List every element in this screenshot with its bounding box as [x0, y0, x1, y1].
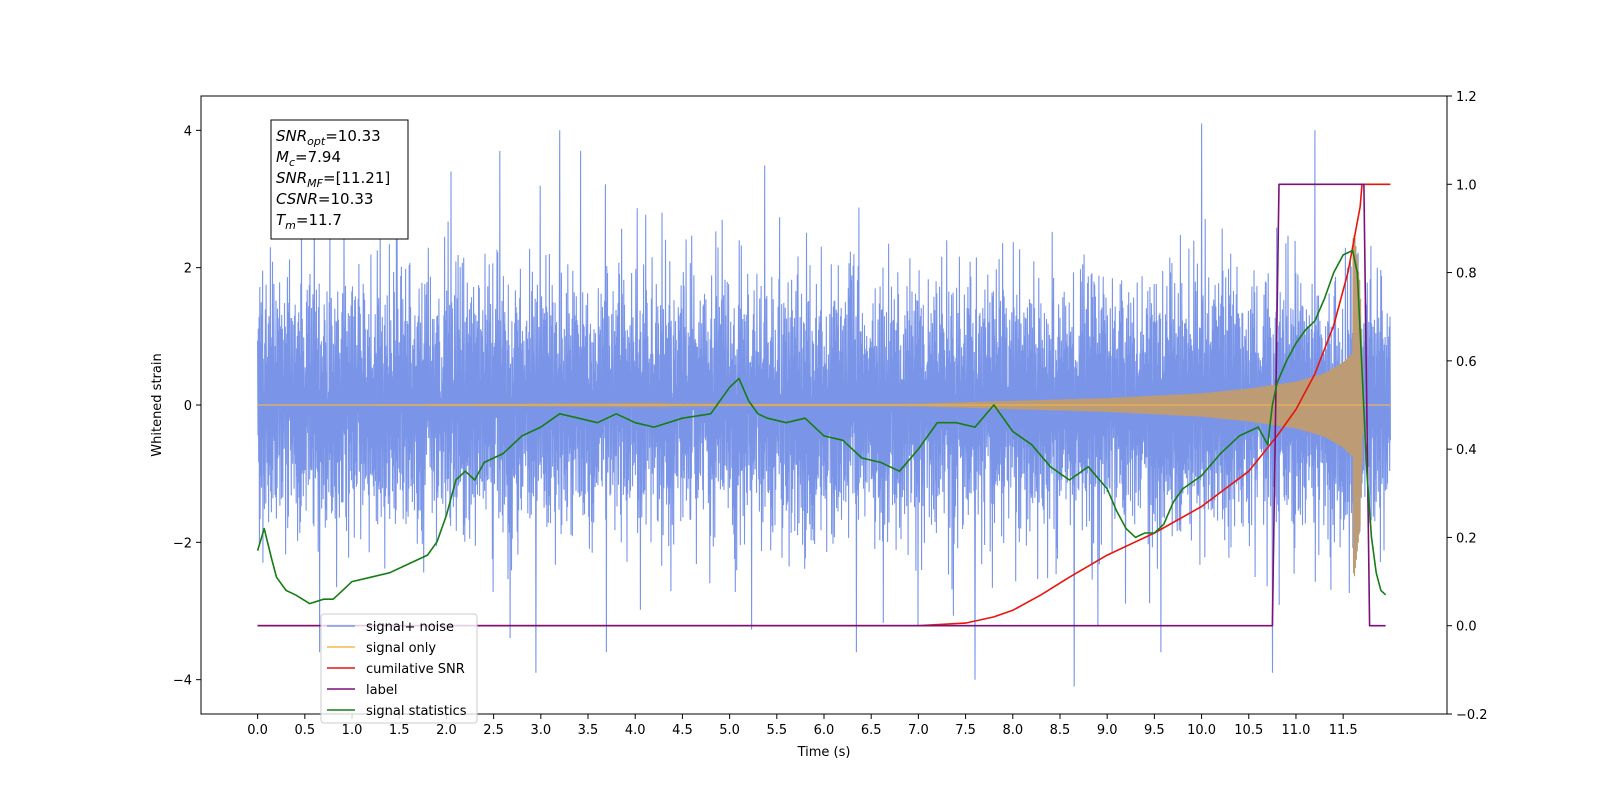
x-tick-label: 10.5 — [1234, 723, 1263, 738]
x-tick-label: 5.5 — [766, 723, 787, 738]
y-right-tick-label: 0.2 — [1456, 531, 1477, 546]
annotation-line: Tm=11.7 — [276, 211, 342, 232]
y-axis-right: −0.2 0.0 0.2 0.4 0.6 0.8 1.0 1.2 — [1447, 90, 1488, 723]
x-tick-label: 3.0 — [530, 723, 551, 738]
x-tick-label: 8.0 — [1002, 723, 1023, 738]
legend-entry: label — [366, 683, 397, 698]
legend-entry: cumilative SNR — [366, 662, 465, 677]
x-tick-label: 2.5 — [483, 723, 504, 738]
x-tick-label: 0.0 — [247, 723, 268, 738]
y-right-tick-label: 1.2 — [1456, 90, 1477, 105]
x-tick-label: 4.5 — [672, 723, 693, 738]
x-tick-label: 5.0 — [719, 723, 740, 738]
series-signal-statistics — [256, 249, 1387, 605]
x-tick-label: 1.5 — [389, 723, 410, 738]
y-right-tick-label: 0.6 — [1456, 355, 1477, 370]
x-tick-label: 4.0 — [625, 723, 646, 738]
legend-frame — [320, 613, 478, 724]
annotation-line: SNRopt=10.33 — [276, 127, 381, 148]
x-tick-label: 6.5 — [861, 723, 882, 738]
x-tick-label: 2.0 — [436, 723, 457, 738]
stats-annotation-box: SNRopt=10.33Mc=7.94SNRMF=[11.21]CSNR=10.… — [270, 119, 409, 240]
y-right-tick-label: 0.4 — [1456, 443, 1477, 458]
x-tick-label: 0.5 — [294, 723, 315, 738]
x-axis-label: Time (s) — [797, 745, 851, 760]
y-right-tick-label: −0.2 — [1456, 708, 1488, 723]
y-left-tick-label: −4 — [173, 674, 192, 689]
x-tick-label: 10.0 — [1187, 723, 1216, 738]
x-tick-label: 11.5 — [1329, 723, 1358, 738]
series-cumilative-snr — [257, 183, 1391, 627]
x-tick-label: 8.5 — [1050, 723, 1071, 738]
legend-entry: signal+ noise — [366, 620, 454, 635]
y-left-tick-label: 4 — [184, 124, 192, 139]
y-left-tick-label: 2 — [184, 262, 192, 277]
x-tick-label: 7.5 — [955, 723, 976, 738]
x-tick-label: 1.0 — [342, 723, 363, 738]
annotation-line: CSNR=10.33 — [276, 190, 373, 208]
legend-entry: signal statistics — [366, 704, 467, 719]
y-left-tick-label: 0 — [184, 399, 192, 414]
x-tick-label: 11.0 — [1281, 723, 1310, 738]
x-tick-label: 7.0 — [908, 723, 929, 738]
y-right-tick-label: 0.0 — [1456, 620, 1477, 635]
y-right-tick-label: 1.0 — [1456, 178, 1477, 193]
series-layer — [256, 123, 1391, 687]
x-tick-label: 9.5 — [1144, 723, 1165, 738]
x-axis: 0.0 0.5 1.0 1.5 2.0 2.5 3.0 3.5 4.0 4.5 5.0 5.5 6.0 6… — [247, 714, 1358, 738]
x-tick-label: 9.0 — [1097, 723, 1118, 738]
y-axis-left: −4 −2 0 2 4 — [173, 124, 201, 689]
x-tick-label: 3.5 — [578, 723, 599, 738]
series-signal-noise — [257, 123, 1391, 687]
y-right-tick-label: 0.8 — [1456, 267, 1477, 282]
annotation-line: SNRMF=[11.21] — [276, 169, 390, 190]
y-axis-left-label: Whitened strain — [150, 353, 165, 456]
x-tick-label: 6.0 — [814, 723, 835, 738]
annotation-frame — [270, 119, 409, 240]
y-left-tick-label: −2 — [173, 536, 192, 551]
legend-entry: signal only — [366, 641, 436, 656]
legend: signal+ noise signal only cumilative SNR la… — [320, 613, 478, 724]
annotation-line: Mc=7.94 — [276, 148, 341, 169]
series-label — [257, 183, 1386, 627]
